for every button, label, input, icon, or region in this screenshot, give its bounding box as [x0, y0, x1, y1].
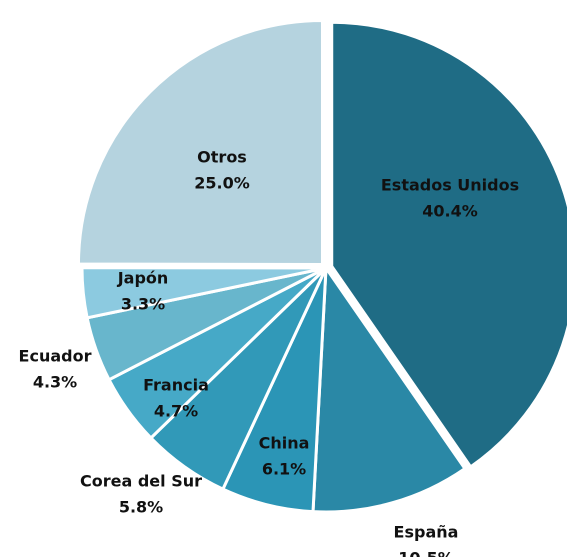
slice-label: Japón: [117, 269, 169, 288]
slice-value: 4.7%: [154, 402, 198, 421]
slice-value: 40.4%: [422, 202, 478, 221]
slice-label: Otros: [197, 148, 247, 167]
slice-label: España: [394, 523, 459, 542]
slice-label: China: [259, 434, 310, 453]
pie-slice: [311, 263, 468, 514]
slice-label: Francia: [143, 376, 209, 395]
slice-value: 5.8%: [119, 498, 163, 517]
slice-value: 4.3%: [33, 373, 77, 392]
pie-slice: [80, 266, 327, 320]
pie-slice: [76, 18, 324, 266]
slice-value: 6.1%: [262, 460, 306, 479]
slice-value: 10.5%: [398, 549, 454, 557]
slice-label: Estados Unidos: [381, 176, 519, 195]
slice-value: 3.3%: [121, 295, 165, 314]
pie-slice: [330, 20, 567, 469]
slice-label: Ecuador: [19, 347, 92, 366]
slice-label: Corea del Sur: [80, 472, 202, 491]
slice-value: 25.0%: [194, 174, 250, 193]
